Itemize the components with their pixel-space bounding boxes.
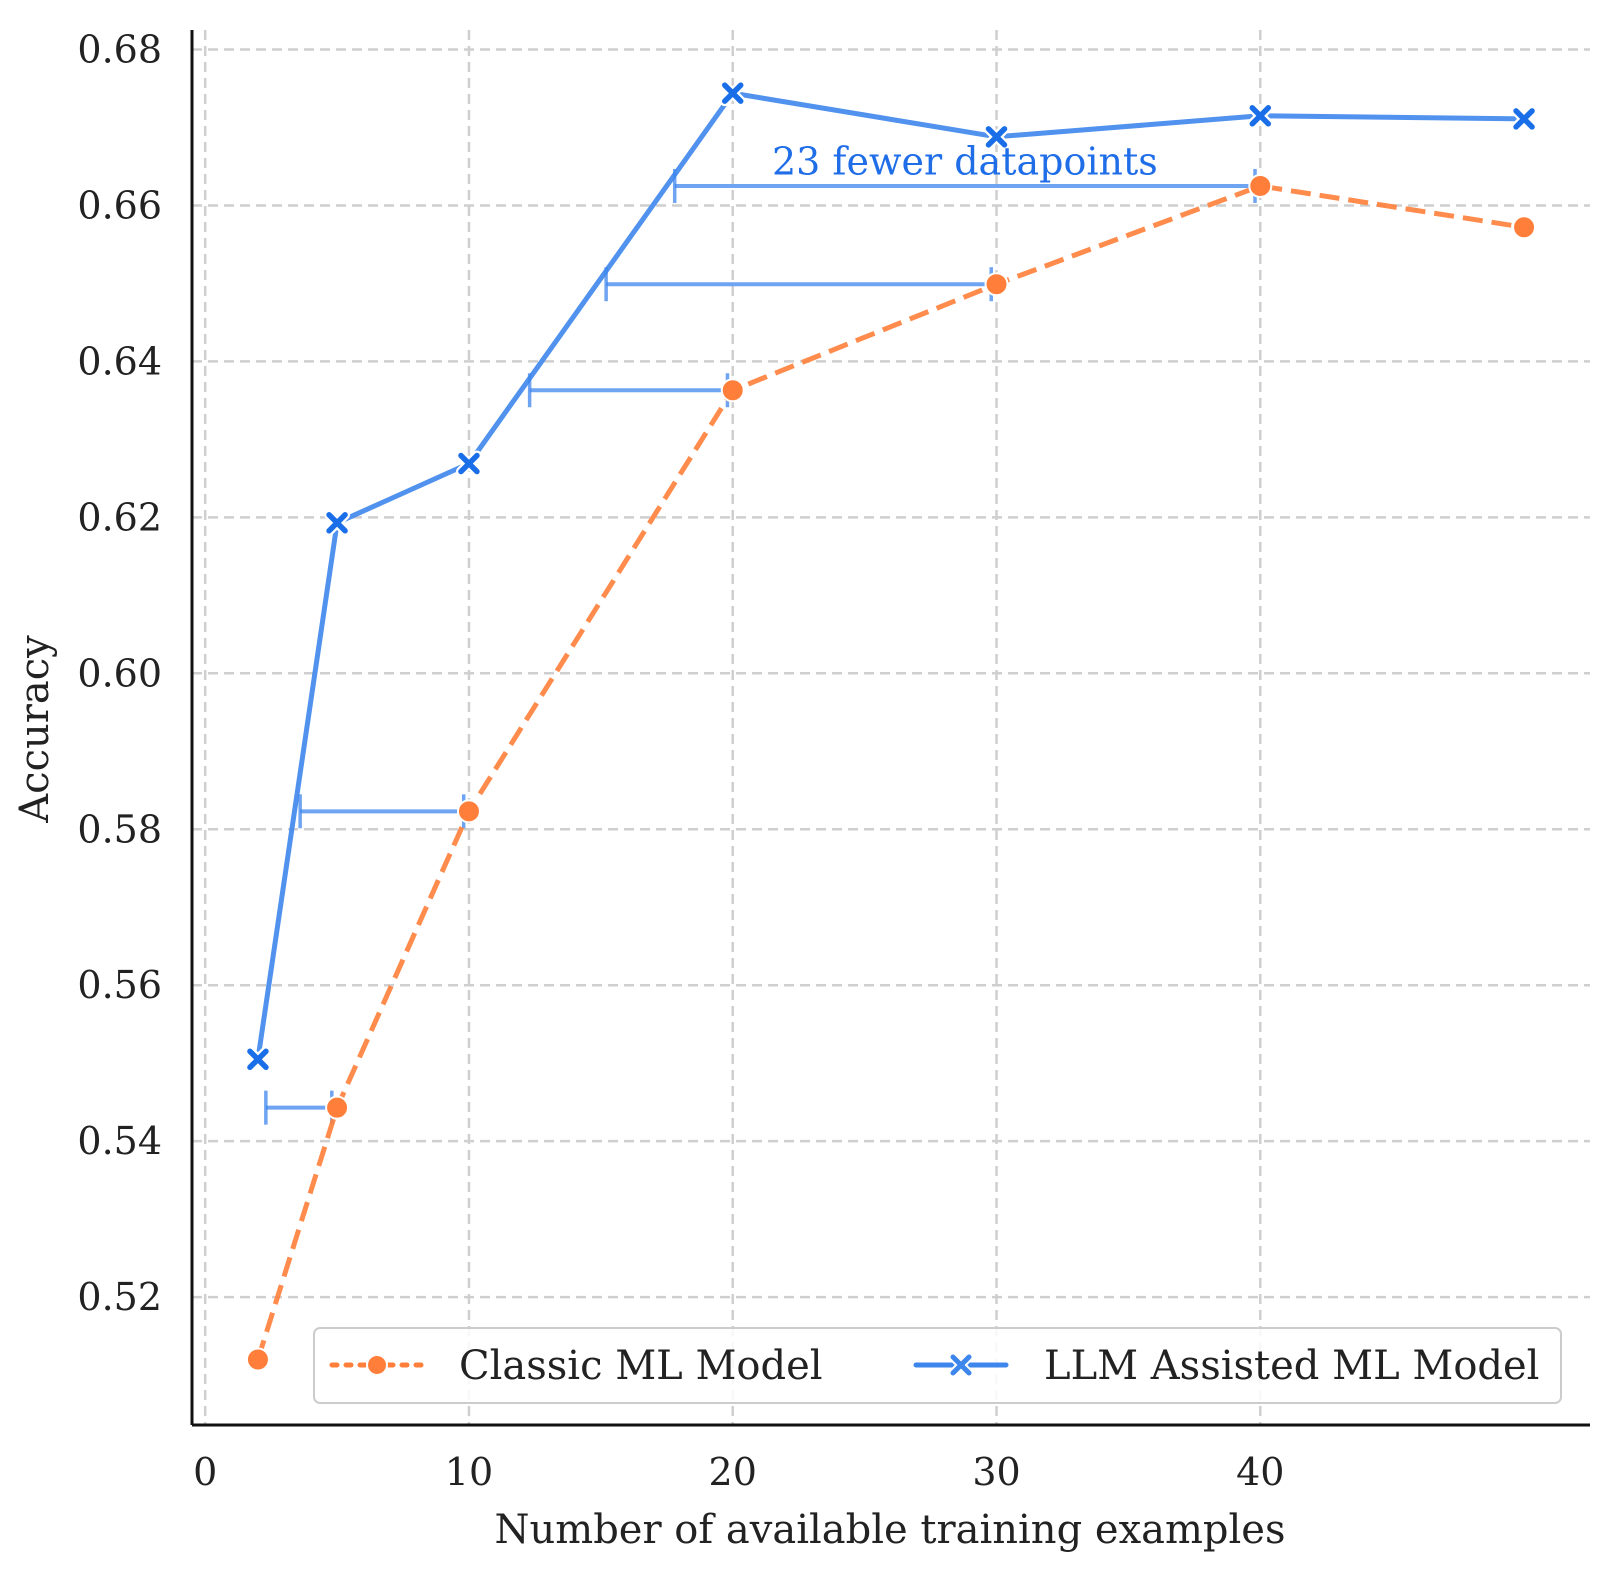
llm-point-stroke: [326, 512, 348, 534]
llm-point-stroke: [247, 1048, 269, 1071]
interval-bar: [604, 267, 993, 302]
classic-point: [245, 1347, 270, 1372]
classic-point: [984, 272, 1009, 297]
tick-labels: 0 10 20 30 40 0.52 0.54 0.56 0.58 0.60 0.62 0.64 0.6…: [77, 27, 1284, 1494]
llm-point-stroke: [1513, 108, 1535, 130]
llm-point: [1247, 102, 1274, 129]
x-tick-label: 40: [1236, 1450, 1284, 1494]
interval-bar: [298, 794, 466, 829]
legend-classic-marker: [366, 1354, 388, 1376]
annotation-label: 23 fewer datapoints: [772, 139, 1158, 183]
grid: [192, 30, 1590, 1425]
legend-llm-marker: [948, 1352, 974, 1378]
llm-point: [719, 80, 746, 107]
x-axis-title: Number of available training examples: [495, 1507, 1286, 1553]
y-tick-label: 0.58: [77, 807, 162, 851]
legend: Classic ML Model LLM Assisted ML Model: [313, 1327, 1562, 1404]
llm-point-stroke: [985, 126, 1008, 148]
llm-point-stroke: [1249, 105, 1272, 127]
classic-point: [720, 378, 745, 403]
series-markers: [244, 80, 1538, 1372]
classic-point: [1248, 173, 1273, 198]
llm-point: [983, 123, 1010, 150]
x-tick-label: 10: [445, 1450, 493, 1494]
y-tick-label: 0.60: [77, 651, 162, 695]
x-tick-label: 30: [972, 1450, 1020, 1494]
y-tick-label: 0.56: [77, 963, 162, 1007]
x-tick-label: 20: [709, 1450, 757, 1494]
y-tick-label: 0.66: [77, 183, 162, 227]
y-tick-label: 0.52: [77, 1275, 162, 1319]
llm-point: [1511, 105, 1538, 132]
interval-bar: [264, 1090, 334, 1125]
llm-point: [324, 509, 351, 536]
interval-bar: [527, 373, 730, 408]
y-axis-title: Accuracy: [12, 635, 58, 824]
classic-point: [1512, 215, 1537, 240]
llm-point-stroke: [458, 452, 480, 475]
llm-point: [455, 450, 482, 477]
y-tick-label: 0.68: [77, 27, 162, 71]
llm-series-line: [255, 90, 1525, 1060]
classic-point: [325, 1095, 350, 1120]
classic-point: [456, 799, 481, 824]
llm-point-stroke: [721, 82, 744, 104]
legend-classic-label: Classic ML Model: [459, 1343, 823, 1389]
x-tick-label: 0: [193, 1450, 217, 1494]
y-tick-label: 0.54: [77, 1119, 162, 1163]
axes: [190, 30, 1590, 1427]
y-tick-label: 0.64: [77, 339, 162, 383]
interval-bars: [264, 168, 1257, 1125]
llm-point: [244, 1046, 271, 1073]
legend-llm-label: LLM Assisted ML Model: [1044, 1343, 1539, 1389]
annotations: 23 fewer datapoints: [772, 139, 1158, 183]
y-tick-label: 0.62: [77, 495, 162, 539]
